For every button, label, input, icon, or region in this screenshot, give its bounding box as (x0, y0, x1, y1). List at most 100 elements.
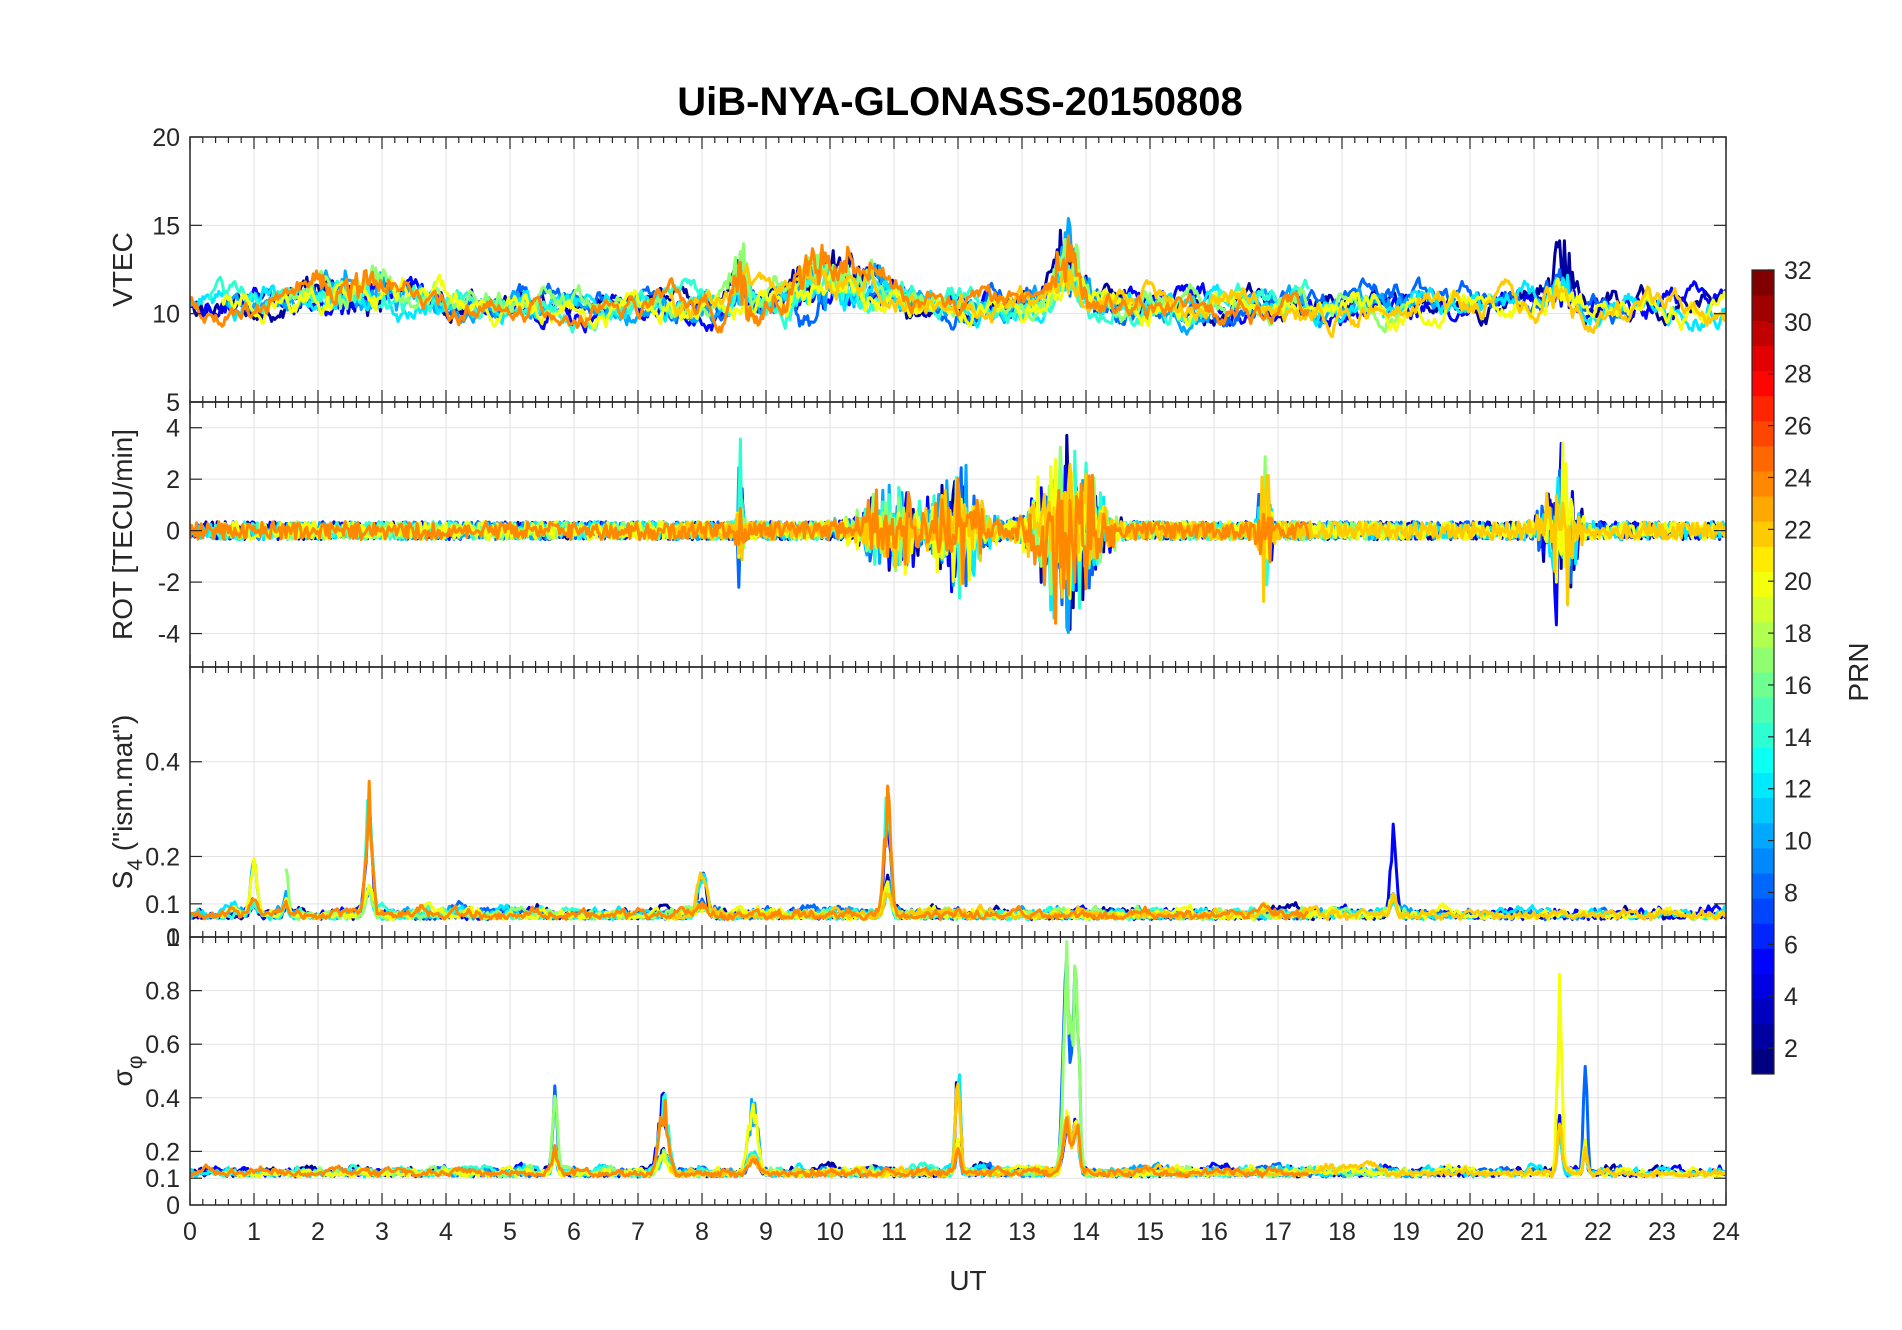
series-line-vtec-prn22 (668, 262, 1726, 339)
colorbar-tick-label: 10 (1784, 828, 1812, 856)
colorbar-segment (1752, 496, 1774, 522)
colorbar-segment (1752, 797, 1774, 824)
y-tick-label: 4 (166, 415, 180, 443)
x-ticks-vtec (189, 136, 1727, 402)
colorbar-segment (1752, 898, 1774, 924)
panel-vtec: 10 15 20 VTEC (107, 124, 1727, 403)
colorbar-tick-label: 20 (1784, 568, 1812, 596)
x-tick-label: 4 (439, 1218, 453, 1246)
colorbar-tick-label: 2 (1784, 1035, 1798, 1063)
colorbar-tick-label: 26 (1784, 413, 1812, 441)
grid-sigma (189, 936, 1727, 1206)
x-tick-label: 18 (1328, 1218, 1356, 1246)
series-line-vtec-prn24 (190, 234, 1310, 334)
colorbar-tick-label: 12 (1784, 776, 1812, 804)
x-ticks-rot (189, 401, 1727, 667)
y-tick-label: 1 (166, 924, 180, 952)
panel-rot: -4 -2 0 2 45 ROT [TECU/min] (107, 389, 1727, 668)
colorbar-segment (1752, 672, 1774, 698)
x-tick-label: 24 (1712, 1218, 1740, 1246)
x-tick-labels: 0 1 2 3 4 5 6 7 8 9 10 11 12 13 14 15 16 17 18 19 20 21 22 23 24 (183, 1218, 1740, 1246)
y-tick-label: 0.2 (145, 1138, 180, 1166)
colorbar-segment (1752, 596, 1774, 623)
y-tick-label: 2 (166, 466, 180, 494)
y-tick-label: 0.4 (145, 1085, 180, 1113)
colorbar-label: PRN (1843, 642, 1874, 701)
colorbar-segment (1752, 722, 1774, 748)
colorbar-segment (1752, 822, 1774, 849)
colorbar-segment (1752, 395, 1774, 422)
colorbar-tick-label: 16 (1784, 672, 1812, 700)
x-tick-label: 21 (1520, 1218, 1548, 1246)
chart-title: UiB-NYA-GLONASS-20150808 (677, 80, 1242, 124)
colorbar-segment (1752, 471, 1774, 497)
series-line-sigma-prn8 (432, 953, 1631, 1179)
y-axis-label-s4: S4 ("ism.mat") (107, 715, 147, 890)
colorbar-segment (1752, 370, 1774, 397)
grid-vtec (189, 136, 1727, 402)
colorbar-segment (1752, 747, 1774, 773)
x-ticks-sigma (189, 936, 1727, 1206)
y-tick-label: 15 (152, 212, 180, 240)
colorbar-segment (1752, 948, 1774, 974)
colorbar-segment (1752, 1048, 1774, 1075)
x-tick-label: 3 (375, 1218, 389, 1246)
colorbar-segment (1752, 621, 1774, 648)
y-tick-label-top: 0 (166, 924, 180, 952)
colorbar-tick-label: 28 (1784, 361, 1812, 389)
colorbar-segment (1752, 445, 1774, 472)
series-vtec (190, 217, 1726, 339)
colorbar-segment (1752, 345, 1774, 371)
colorbar-segment (1752, 1023, 1774, 1050)
x-tick-label: 9 (759, 1218, 773, 1246)
y-axis-label-rot: ROT [TECU/min] (107, 429, 138, 640)
series-line-s4-prn24 (190, 779, 1309, 922)
grid-s4 (189, 667, 1727, 937)
y-axis-label-sigma: σφ (107, 1056, 147, 1087)
y-tick-label: 0.4 (145, 749, 180, 777)
y-tick-label: 0.6 (145, 1031, 180, 1059)
y-tick-label: -4 (158, 621, 180, 649)
series-s4 (190, 779, 1726, 922)
y-tick-label: 5 (166, 389, 180, 417)
x-tick-label: 12 (944, 1218, 972, 1246)
colorbar-segment (1752, 772, 1774, 799)
x-axis-label: UT (949, 1265, 986, 1296)
y-tick-label: 20 (152, 124, 180, 152)
panel-s4: 0.1 0.2 0.4S4 ("ism.mat") (107, 666, 1727, 938)
x-tick-label: 0 (183, 1218, 197, 1246)
series-line-sigma-prn24 (190, 1098, 1310, 1179)
x-tick-label: 11 (881, 1218, 907, 1246)
x-tick-label: 20 (1456, 1218, 1484, 1246)
colorbar-segment (1752, 973, 1774, 1000)
y-tick-label: 10 (152, 301, 180, 329)
y-tick-label: 0 (166, 1192, 180, 1220)
colorbar-tick-label: 22 (1784, 516, 1812, 544)
x-tick-label: 22 (1584, 1218, 1612, 1246)
y-tick-label: 0.2 (145, 843, 180, 871)
colorbar-segment (1752, 546, 1774, 572)
colorbar-segment (1752, 420, 1774, 447)
x-tick-label: 19 (1392, 1218, 1420, 1246)
series-line-rot-prn22 (668, 462, 1726, 607)
x-tick-label: 5 (503, 1218, 517, 1246)
series-line-sigma-prn20 (220, 972, 1726, 1179)
x-tick-label: 13 (1008, 1218, 1036, 1246)
x-ticks-s4 (189, 667, 1727, 937)
colorbar-segment (1752, 270, 1774, 296)
colorbar-segment (1752, 873, 1774, 899)
series-sigma (190, 940, 1726, 1179)
colorbar-segment (1752, 646, 1774, 673)
series-line-rot-prn24 (190, 473, 1310, 625)
colorbar-segment (1752, 320, 1774, 346)
x-tick-label: 2 (311, 1218, 325, 1246)
x-tick-label: 16 (1200, 1218, 1228, 1246)
y-tick-label: 0 (166, 518, 180, 546)
colorbar-tick-label: 4 (1784, 983, 1798, 1011)
colorbar-segment (1752, 998, 1774, 1025)
x-tick-label: 1 (247, 1218, 261, 1246)
